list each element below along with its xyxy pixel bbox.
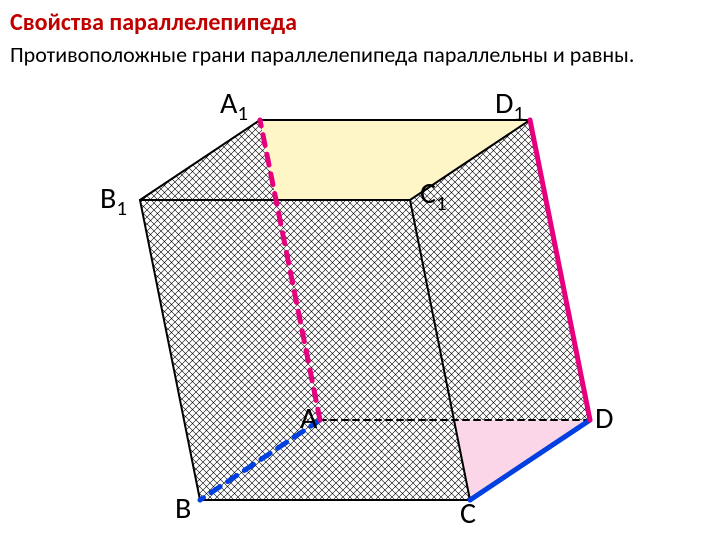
vertex-label-A1: A1 — [220, 85, 248, 126]
vertex-label-D1: D1 — [495, 85, 524, 126]
page-subtitle: Противоположные грани параллелепипеда па… — [0, 39, 720, 72]
vertex-label-C1: C1 — [420, 175, 447, 216]
diagram-svg — [0, 70, 720, 540]
vertex-label-B1: B1 — [100, 180, 127, 221]
parallelepiped-diagram: A B C D A1 B1 C1 D1 — [0, 70, 720, 540]
page-title: Свойства параллелепипеда — [0, 0, 720, 39]
vertex-label-C: C — [460, 495, 476, 532]
vertex-label-D: D — [595, 400, 613, 437]
vertex-label-A: A — [300, 400, 317, 437]
vertex-label-B: B — [175, 490, 191, 527]
